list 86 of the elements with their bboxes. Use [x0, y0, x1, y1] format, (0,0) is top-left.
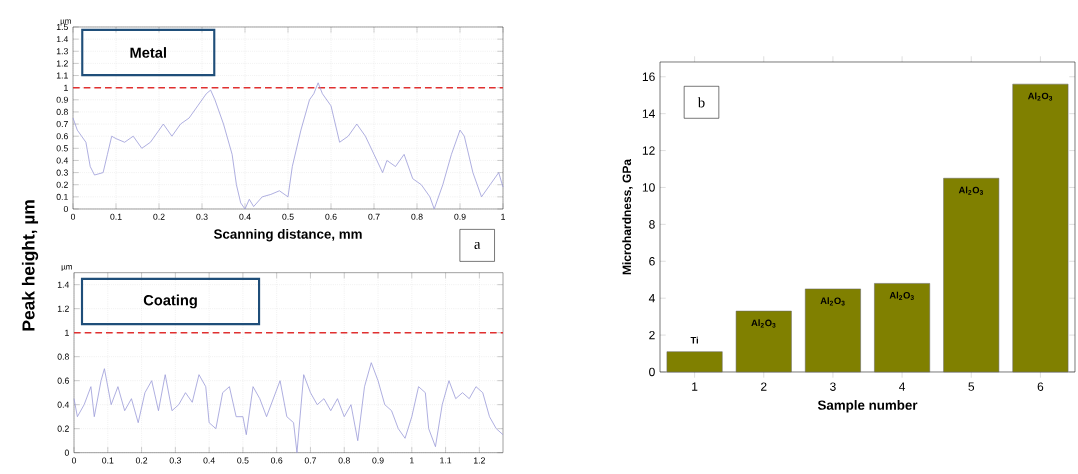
y-tick-label: 1.2 [57, 305, 69, 312]
y-tick-label: 0.9 [56, 96, 68, 103]
y-tick-label: 10 [642, 183, 655, 192]
x-tick-label: 1 [501, 213, 505, 220]
text: µm [61, 265, 72, 272]
y-tick-label: 2 [649, 330, 655, 340]
x-tick-label: 3 [830, 382, 836, 391]
y-tick-label: 4 [648, 294, 655, 303]
x-tick-label: 0.2 [153, 213, 165, 220]
y-tick-label: 1.4 [56, 36, 69, 43]
y-tick-label: 12 [642, 146, 655, 155]
x-tick-label: 1 [692, 382, 698, 391]
y-tick-label: 0 [63, 205, 68, 213]
annotation: b [697, 97, 705, 108]
x-tick-label: 1 [410, 457, 414, 464]
y-axis-title: Microhardness, GPa [622, 158, 633, 275]
bar [804, 288, 861, 373]
x-tick-label: 0.4 [203, 457, 215, 464]
x-tick-label: 0 [71, 457, 77, 464]
x-tick-label: 0.5 [237, 457, 249, 464]
y-tick-label: 0 [64, 449, 69, 456]
y-tick-label: 0.5 [56, 145, 68, 152]
x-tick-label: 0.9 [372, 457, 384, 464]
bar [874, 283, 931, 373]
x-tick-label: 5 [968, 382, 975, 391]
text: a [474, 241, 481, 249]
y-tick-label: 0.1 [56, 193, 68, 200]
y-tick-label: 6 [649, 257, 655, 266]
line-series [72, 82, 504, 210]
x-tick-label: 0.7 [304, 457, 317, 464]
x-tick-label: 0.8 [338, 457, 350, 464]
annotation: Al$_{2}$O$_{3}$ [889, 291, 914, 300]
x-tick-label: 0.2 [135, 457, 148, 464]
bar [1012, 83, 1069, 373]
y-tick-label: 8 [649, 220, 655, 229]
x-axis-title: Scanning distance, mm [213, 228, 362, 242]
y-tick-label: 0.4 [57, 401, 70, 408]
annotation: Coating [143, 294, 197, 309]
x-tick-label: 0.8 [411, 213, 423, 220]
x-tick-label: 4 [899, 382, 906, 391]
x-tick-label: 0.1 [102, 457, 114, 464]
y-tick-label: 16 [642, 72, 655, 82]
y-tick-label: 0.4 [56, 157, 69, 164]
y-tick-label: 1.5 [56, 23, 68, 31]
x-tick-label: 0.5 [282, 213, 294, 220]
y-tick-label: 1.3 [56, 48, 68, 55]
annotation: Al$_{2}$O$_{3}$ [751, 319, 776, 328]
y-tick-label: 0 [649, 367, 655, 377]
x-tick-label: 0.6 [271, 457, 283, 464]
y-axis-title: Peak height, µm [21, 200, 39, 331]
x-tick-label: 0.7 [368, 213, 380, 220]
annotation: Al$_{2}$O$_{3}$ [958, 186, 984, 195]
y-tick-label: 14 [642, 109, 655, 118]
y-tick-label: 1.2 [56, 60, 68, 67]
y-tick-label: 1.4 [57, 281, 70, 288]
y-tick-label: 1.1 [56, 72, 68, 79]
y-tick-label: 0.2 [57, 425, 69, 432]
text: µm [60, 19, 71, 26]
x-tick-label: 0.6 [325, 213, 337, 220]
x-tick-label: 0.3 [196, 213, 208, 220]
x-tick-label: 0.1 [110, 213, 122, 220]
x-tick-label: 0 [70, 213, 76, 220]
annotation: Al$_{2}$O$_{3}$ [820, 297, 845, 306]
y-tick-label: 0.6 [56, 133, 68, 140]
y-tick-label: 0.6 [57, 377, 69, 384]
x-tick-label: 1.1 [440, 457, 452, 464]
x-tick-label: 0.3 [169, 457, 181, 464]
y-tick-label: 1 [64, 84, 68, 91]
x-tick-label: 0.9 [454, 213, 466, 220]
y-tick-label: 0.2 [56, 181, 68, 188]
x-tick-label: 2 [761, 382, 767, 391]
x-axis-title: Sample number [817, 400, 918, 413]
y-tick-label: 0.3 [56, 169, 68, 176]
bar [666, 351, 723, 373]
annotation: Metal [130, 47, 166, 58]
y-tick-label: 1 [65, 329, 69, 336]
y-tick-label: 0.8 [56, 108, 68, 115]
x-tick-label: 1.2 [474, 457, 485, 464]
y-tick-label: 0.7 [56, 121, 68, 128]
x-tick-label: 0.4 [239, 213, 251, 220]
annotation: Al$_{2}$O$_{3}$ [1027, 92, 1053, 101]
bar [735, 310, 792, 373]
y-tick-label: 0.8 [57, 353, 69, 360]
bar [943, 177, 1000, 373]
x-tick-label: 6 [1037, 382, 1044, 391]
annotation: Ti [690, 336, 698, 344]
